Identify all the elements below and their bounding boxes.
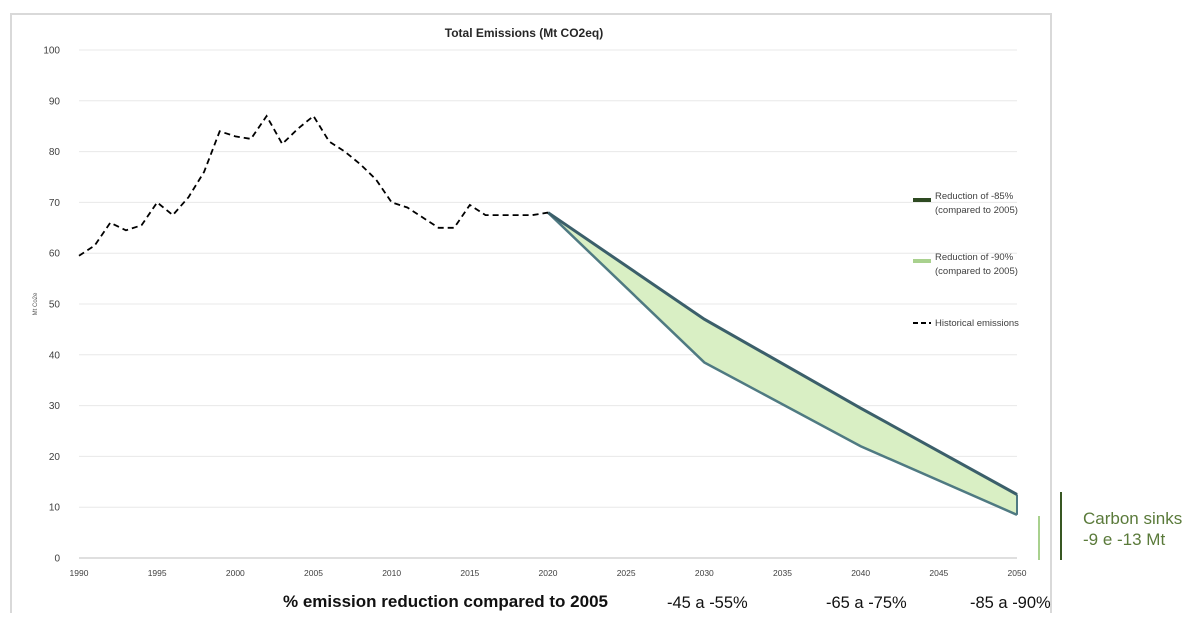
x-tick-label: 2020	[539, 568, 558, 578]
legend-item-minus-85: Reduction of -85% (compared to 2005)	[913, 191, 1018, 216]
y-tick-label: 90	[49, 96, 61, 107]
legend-label: Reduction of -90%	[935, 252, 1014, 263]
x-tick-label: 1990	[70, 568, 89, 578]
x-tick-label: 2015	[460, 568, 479, 578]
series-line-minus-90	[547, 211, 1018, 516]
y-tick-label: 60	[49, 249, 61, 260]
y-tick-label: 10	[49, 503, 61, 514]
y-axis-label: Mt Co2e	[33, 292, 39, 315]
y-tick-label: 30	[49, 401, 61, 412]
y-tick-label: 40	[49, 350, 61, 361]
x-tick-label: 2000	[226, 568, 245, 578]
x-tick-label: 1995	[148, 568, 167, 578]
x-tick-label: 2025	[617, 568, 636, 578]
y-tick-label: 0	[54, 554, 60, 565]
x-tick-label: 2040	[851, 568, 870, 578]
x-tick-label: 2010	[382, 568, 401, 578]
series-line-minus-85	[547, 211, 1018, 496]
range-2050-label: -85 a -90%	[970, 594, 1051, 612]
reduction-caption: % emission reduction compared to 2005	[283, 592, 608, 611]
x-tick-label: 2005	[304, 568, 323, 578]
range-2040-label: -65 a -75%	[826, 594, 907, 612]
series-line-historical	[78, 114, 549, 257]
legend-label: (compared to 2005)	[935, 205, 1018, 216]
y-tick-label: 20	[49, 452, 61, 463]
legend-label: Reduction of -85%	[935, 191, 1014, 202]
carbon-sinks-line2: -9 e -13 Mt	[1083, 530, 1166, 549]
x-tick-label: 2050	[1008, 568, 1027, 578]
x-tick-label: 2030	[695, 568, 714, 578]
x-tick-label: 2045	[929, 568, 948, 578]
carbon-sinks-line1: Carbon sinks	[1083, 509, 1183, 528]
y-tick-label: 80	[49, 147, 61, 158]
carbon-sinks-annotation: Carbon sinks -9 e -13 Mt	[1083, 508, 1182, 550]
y-tick-label: 100	[43, 46, 60, 57]
x-tick-label: 2035	[773, 568, 792, 578]
y-tick-label: 50	[49, 300, 61, 311]
legend-item-minus-90: Reduction of -90% (compared to 2005)	[913, 252, 1018, 277]
chart-frame	[10, 13, 1052, 613]
range-2030-label: -45 a -55%	[667, 594, 748, 612]
y-tick-label: 70	[49, 198, 61, 209]
legend-item-historical: Historical emissions	[913, 318, 1019, 329]
legend-label: (compared to 2005)	[935, 266, 1018, 277]
legend-label: Historical emissions	[935, 318, 1019, 329]
chart-title: Total Emissions (Mt CO2eq)	[445, 26, 603, 40]
